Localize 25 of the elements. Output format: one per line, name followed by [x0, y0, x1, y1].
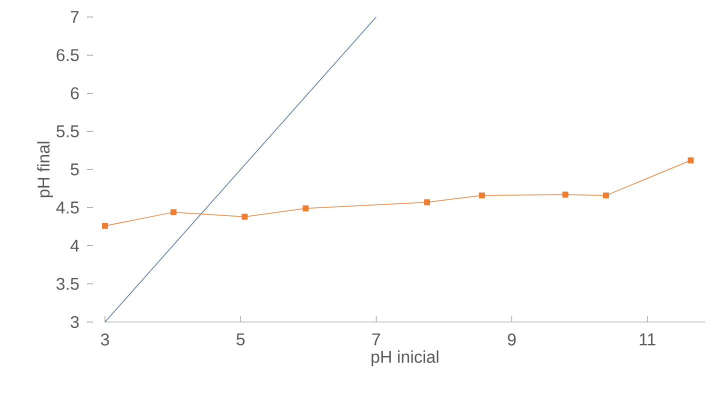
point [242, 214, 248, 220]
y-tick-label: 6 [70, 87, 79, 100]
point [562, 192, 568, 198]
y-tick-label: 5 [70, 164, 79, 176]
x-tick-label: 7 [372, 334, 380, 346]
y-tick-label: 7 [70, 11, 79, 23]
point [302, 205, 309, 212]
point [170, 209, 176, 216]
point [424, 199, 430, 206]
point [603, 192, 609, 198]
y-tick-label: 4.5 [56, 202, 79, 214]
point [478, 192, 485, 198]
y-tick-label: 3.5 [56, 278, 79, 290]
x-tick-label: 11 [640, 334, 656, 346]
x-axis-title: pH inicial [372, 350, 438, 366]
point [688, 157, 694, 164]
x-tick-label: 9 [508, 334, 516, 346]
x-tick-label: 3 [100, 334, 109, 346]
y-axis-title: pH final [37, 142, 53, 198]
y-tick-label: 5.5 [56, 125, 79, 138]
y-tick-label: 4 [70, 240, 79, 252]
x-tick-label: 5 [236, 334, 245, 346]
y-tick-label: 3 [70, 316, 79, 328]
y-tick-label: 6.5 [56, 49, 79, 62]
point [102, 222, 108, 229]
